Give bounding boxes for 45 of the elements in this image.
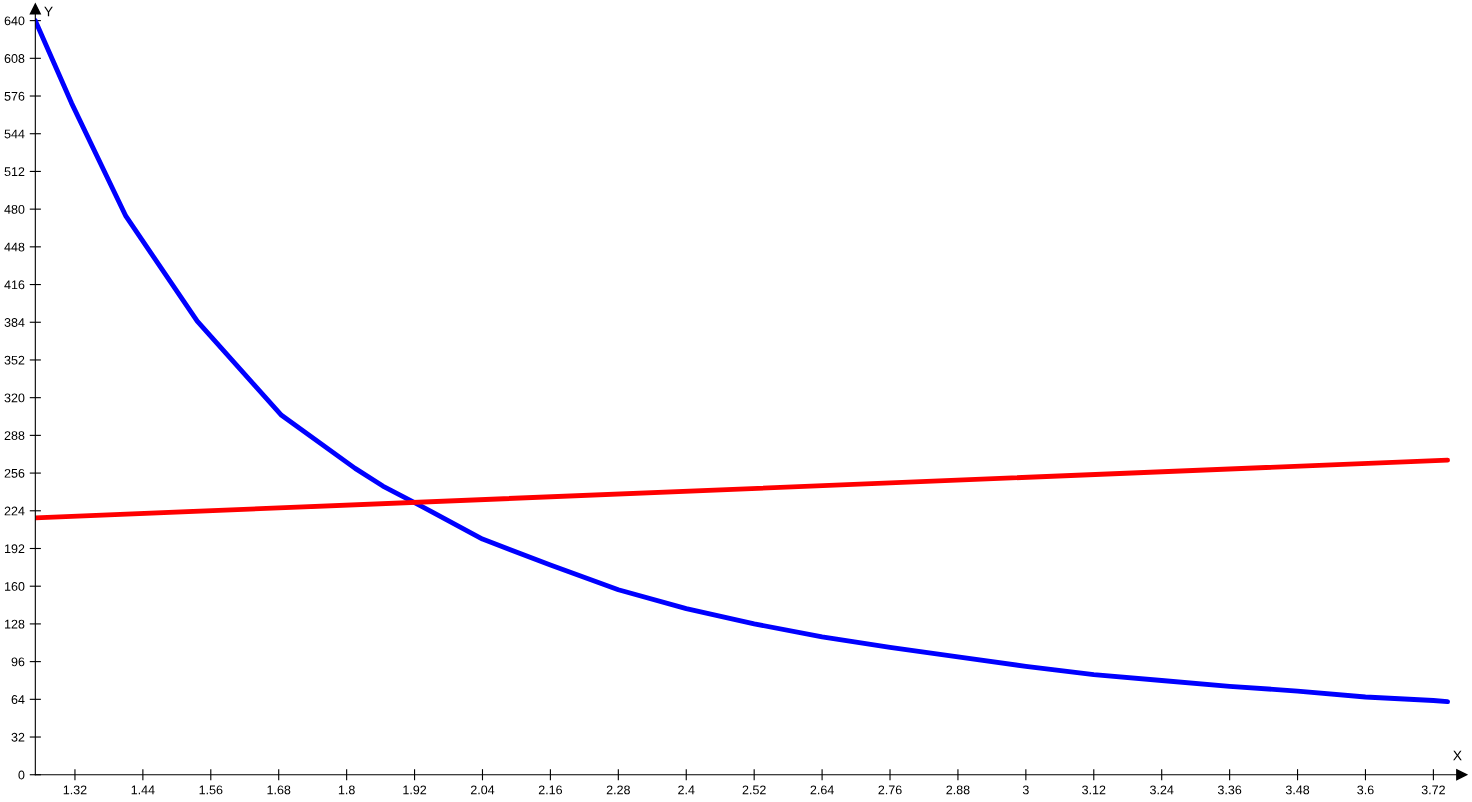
y-tick-label: 352 [4, 355, 25, 365]
x-tick-label: 2.64 [810, 785, 834, 795]
x-tick-label: 2.04 [470, 785, 495, 795]
x-tick-label: 2.28 [606, 785, 630, 795]
y-tick-label: 96 [11, 657, 25, 667]
y-tick-label: 480 [4, 204, 25, 214]
x-tick-label: 1.44 [131, 785, 155, 795]
x-tick-label: 2.4 [678, 785, 695, 795]
x-tick-label: 1.8 [338, 785, 355, 795]
y-tick-label: 256 [4, 468, 25, 478]
x-tick-label: 3.24 [1150, 785, 1174, 795]
x-axis-title: X [1453, 750, 1462, 761]
x-tick-label: 2.76 [878, 785, 902, 795]
y-tick-label: 576 [4, 91, 25, 101]
x-tick-label: 3.12 [1082, 785, 1106, 795]
x-tick-label: 2.52 [742, 785, 766, 795]
y-tick-label: 192 [5, 544, 25, 554]
y-tick-label: 512 [4, 167, 25, 177]
x-tick-label: 3 [1022, 785, 1029, 795]
y-tick-label: 32 [11, 732, 25, 742]
x-tick-label: 1.68 [267, 785, 291, 795]
y-tick-label: 0 [18, 770, 25, 780]
y-tick-label: 384 [4, 318, 25, 327]
y-tick-label: 128 [5, 619, 25, 629]
x-tick-label: 3.36 [1217, 785, 1242, 795]
line-series [35, 18, 1450, 705]
x-tick-label: 2.88 [946, 785, 970, 795]
y-tick-label: 320 [4, 393, 25, 403]
y-tick-label: 608 [4, 54, 25, 63]
y-tick-label: 640 [4, 16, 25, 26]
y-tick-label: 160 [5, 582, 25, 591]
y-axis-title: Y [44, 6, 53, 17]
y-tick-label: 416 [4, 280, 25, 290]
y-tick-label: 224 [4, 506, 25, 516]
y-tick-label: 544 [4, 129, 25, 139]
x-tick-label: 3.48 [1285, 785, 1310, 795]
x-tick-label: 3.72 [1421, 785, 1445, 795]
x-tick-label: 2.16 [538, 785, 563, 795]
x-tick-label: 1.32 [63, 785, 87, 795]
y-tick-label: 288 [4, 431, 25, 441]
x-tick-label: 1.92 [403, 785, 427, 795]
y-tick-label: 448 [4, 242, 25, 252]
y-tick-label: 64 [11, 695, 25, 704]
x-tick-label: 3.6 [1357, 785, 1374, 795]
x-tick-label: 1.56 [199, 785, 223, 795]
